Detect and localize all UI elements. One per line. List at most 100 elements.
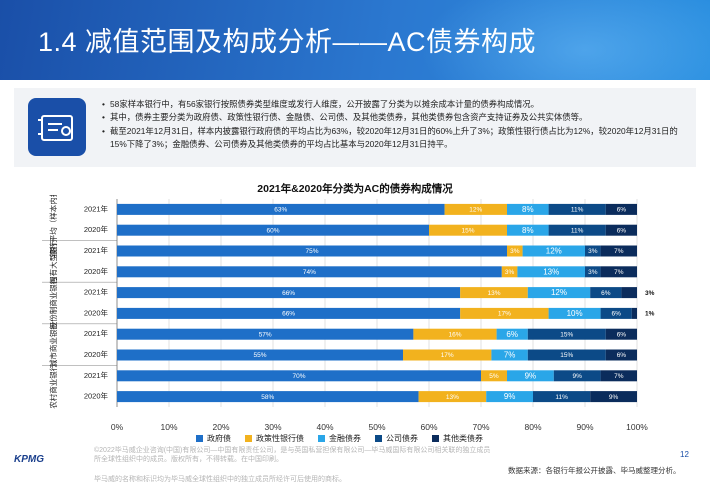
x-tick-label: 20% bbox=[212, 422, 229, 432]
bar-segment bbox=[600, 266, 637, 278]
bar-segment bbox=[117, 287, 461, 299]
data-label: 12% bbox=[551, 288, 567, 297]
bar-segment bbox=[533, 391, 591, 403]
data-label: 7% bbox=[614, 269, 624, 276]
summary-box: 58家样本银行中，有56家银行按照债券类型维度或发行人维度，公开披露了分类为以摊… bbox=[14, 88, 696, 167]
legend-label: 政府债 bbox=[207, 434, 231, 443]
kpmg-logo: KPMG bbox=[14, 454, 44, 465]
bar-segment bbox=[117, 307, 461, 319]
data-label: 17% bbox=[498, 311, 511, 318]
legend-label: 公司债券 bbox=[386, 434, 418, 443]
bar-segment bbox=[460, 287, 528, 299]
bar-segment bbox=[585, 266, 601, 278]
bar-segment bbox=[605, 328, 637, 340]
bar-segment bbox=[605, 203, 637, 215]
bar-segment bbox=[548, 307, 601, 319]
group-label: 城市商业银行 bbox=[48, 322, 58, 367]
data-label: 3% bbox=[645, 290, 655, 297]
data-label: 12% bbox=[469, 207, 482, 214]
copyright-note: ©2022毕马威企业咨询(中国)有限公司—中国有限责任公司，是与英国私营担保有限… bbox=[94, 447, 491, 463]
data-label: 11% bbox=[571, 207, 584, 214]
header-banner: 1.4 减值范围及构成分析——AC债券构成 bbox=[0, 0, 710, 80]
data-label: 8% bbox=[522, 205, 534, 214]
data-label: 55% bbox=[253, 352, 266, 359]
bar-segment bbox=[117, 349, 403, 361]
x-tick-label: 40% bbox=[316, 422, 333, 432]
legend-swatch bbox=[432, 435, 439, 442]
bar-segment bbox=[553, 370, 601, 382]
data-label: 58% bbox=[261, 394, 274, 401]
header-shine bbox=[420, 0, 710, 80]
x-tick-label: 100% bbox=[626, 422, 648, 432]
bar-segment bbox=[486, 391, 533, 403]
data-label: 9% bbox=[525, 371, 537, 380]
bar-segment bbox=[117, 245, 507, 257]
year-label: 2021年 bbox=[84, 328, 109, 338]
legend-item: 金融债券 bbox=[318, 433, 361, 444]
bar-segment bbox=[600, 370, 637, 382]
bar-segment bbox=[117, 370, 481, 382]
page-title: 1.4 减值范围及构成分析——AC债券构成 bbox=[38, 27, 537, 57]
x-tick-label: 60% bbox=[420, 422, 437, 432]
bar-segment bbox=[600, 245, 637, 257]
data-label: 1% bbox=[645, 311, 655, 318]
data-label: 11% bbox=[571, 227, 584, 234]
data-label: 70% bbox=[292, 373, 305, 380]
legend-label: 其他类债券 bbox=[443, 434, 483, 443]
bar-segment bbox=[117, 328, 414, 340]
bar-segment bbox=[444, 203, 507, 215]
trademark-note: 毕马威的名称和标识均为毕马威全球性组织中的独立成员所经许可后使用的商标。 bbox=[94, 476, 346, 483]
stacked-bar-chart: 0% 10% 20% 30% 40% 50% 60% 70% 80% 90% 100% 银行平均（样本… bbox=[42, 195, 655, 432]
bar-segment bbox=[117, 266, 502, 278]
bar-segment bbox=[548, 224, 606, 236]
data-label: 66% bbox=[282, 290, 295, 297]
bar-segment bbox=[517, 266, 585, 278]
bar-segment bbox=[621, 287, 637, 299]
bar-segment bbox=[507, 370, 554, 382]
data-label: 8% bbox=[522, 226, 534, 235]
data-label: 3% bbox=[510, 248, 520, 255]
bar-segment bbox=[418, 391, 487, 403]
data-label: 60% bbox=[266, 227, 279, 234]
bar-segment bbox=[501, 266, 518, 278]
bar-segment bbox=[491, 349, 528, 361]
legend-item: 政府债 bbox=[196, 433, 231, 444]
data-label: 7% bbox=[614, 248, 624, 255]
legend-item: 其他类债券 bbox=[432, 433, 483, 444]
data-label: 6% bbox=[617, 331, 627, 338]
data-source: 数据来源：各银行年报公开披露、毕马威整理分析。 bbox=[508, 466, 681, 475]
legend-item: 公司债券 bbox=[375, 433, 418, 444]
x-tick-label: 70% bbox=[472, 422, 489, 432]
data-label: 9% bbox=[504, 392, 516, 401]
data-label: 13% bbox=[543, 267, 559, 276]
chart-legend: 政府债 政策性银行债 金融债券 公司债券 其他类债券 bbox=[196, 433, 483, 444]
bar-segment bbox=[507, 245, 523, 257]
data-label: 3% bbox=[588, 269, 598, 276]
legend-label: 金融债券 bbox=[329, 434, 361, 443]
data-label: 5% bbox=[489, 373, 499, 380]
x-tick-label: 80% bbox=[524, 422, 541, 432]
data-label: 13% bbox=[487, 290, 500, 297]
data-label: 13% bbox=[446, 394, 459, 401]
x-tick-label: 50% bbox=[368, 422, 385, 432]
data-label: 10% bbox=[567, 309, 583, 318]
chart-title: 2021年&2020年分类为AC的债券构成情况 bbox=[257, 183, 453, 195]
year-label: 2021年 bbox=[84, 245, 109, 255]
bar-segment bbox=[117, 224, 429, 236]
bar-segment bbox=[605, 224, 637, 236]
data-label: 66% bbox=[282, 311, 295, 318]
bar-segment bbox=[496, 328, 528, 340]
x-tick-label: 90% bbox=[576, 422, 593, 432]
summary-bullet: 58家样本银行中，有56家银行按照债券类型维度或发行人维度，公开披露了分类为以摊… bbox=[102, 98, 687, 112]
data-label: 3% bbox=[505, 269, 515, 276]
data-label: 9% bbox=[609, 394, 619, 401]
bar-segment bbox=[403, 349, 492, 361]
data-label: 63% bbox=[274, 207, 287, 214]
bar-segment bbox=[548, 203, 606, 215]
data-label: 6% bbox=[601, 290, 611, 297]
group-label: 国有大型银行 bbox=[48, 238, 58, 283]
summary-list: 58家样本银行中，有56家银行按照债券类型维度或发行人维度，公开披露了分类为以摊… bbox=[102, 98, 687, 152]
legend-label: 政策性银行债 bbox=[256, 434, 304, 443]
bar-segment bbox=[117, 203, 445, 215]
bar-segment bbox=[527, 349, 606, 361]
